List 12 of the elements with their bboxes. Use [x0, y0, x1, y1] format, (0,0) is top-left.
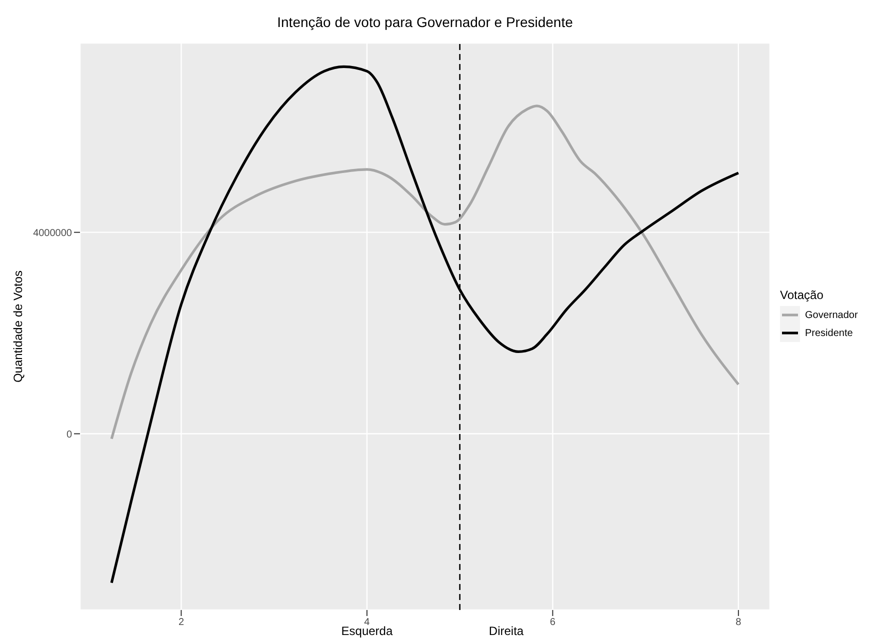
- y-tick-label: 0: [66, 429, 72, 440]
- x-tick-label: 2: [178, 617, 184, 628]
- legend-title: Votação: [780, 288, 824, 302]
- legend-label: Presidente: [804, 326, 854, 340]
- x-tick-label: 8: [736, 617, 742, 628]
- legend-label: Governador: [804, 308, 858, 322]
- chart-title: Intenção de voto para Governador e Presidente: [276, 14, 574, 30]
- y-axis-title: Quantidade de Votos: [11, 270, 25, 383]
- x-tick-label: 6: [550, 617, 556, 628]
- y-tick-label: 4000000: [33, 228, 72, 239]
- line-series: [110, 104, 740, 440]
- text: Direita: [488, 624, 524, 638]
